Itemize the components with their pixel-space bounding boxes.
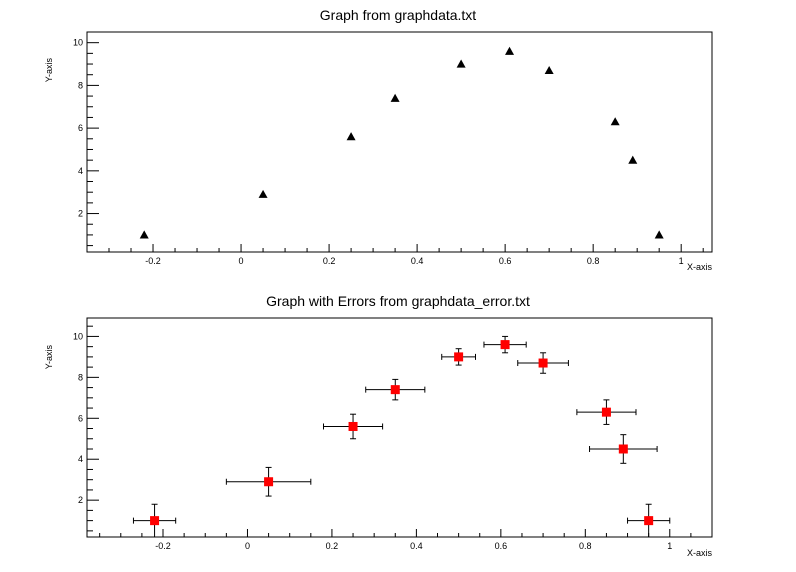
data-point — [258, 189, 268, 198]
y-axis-label: Y-axis — [44, 58, 54, 83]
data-point — [456, 59, 466, 68]
x-tick-label: 1 — [667, 541, 672, 551]
y-tick-label: 8 — [78, 80, 83, 90]
data-point — [654, 230, 664, 239]
x-axis-label: X-axis — [687, 262, 713, 272]
y-tick-label: 4 — [78, 454, 83, 464]
chart-title: Graph with Errors from graphdata_error.t… — [266, 293, 530, 309]
data-point — [601, 407, 611, 417]
x-tick-label: 1 — [679, 256, 684, 266]
x-tick-label: -0.2 — [155, 541, 171, 551]
x-tick-label: 0.4 — [410, 541, 423, 551]
x-tick-label: 0.4 — [411, 256, 424, 266]
y-tick-label: 6 — [78, 123, 83, 133]
data-points — [139, 46, 664, 239]
data-point — [390, 93, 400, 102]
x-tick-label: 0.8 — [579, 541, 592, 551]
x-tick-label: 0.2 — [323, 256, 336, 266]
x-tick-label: 0.6 — [499, 256, 512, 266]
y-tick-label: 4 — [78, 166, 83, 176]
data-point — [505, 46, 515, 55]
data-point — [628, 155, 638, 164]
x-axis-label: X-axis — [687, 548, 713, 558]
data-points — [132, 335, 671, 538]
x-tick-label: 0.6 — [495, 541, 508, 551]
chart-panel-bottom: Graph with Errors from graphdata_error.t… — [44, 293, 713, 558]
x-tick-label: -0.2 — [145, 256, 161, 266]
data-point — [150, 516, 160, 526]
y-tick-label: 6 — [78, 413, 83, 423]
x-tick-label: 0 — [239, 256, 244, 266]
plot-frame — [86, 31, 713, 253]
data-point — [610, 117, 620, 126]
axis-ticks: -0.2 0 0.2 0.4 0.6 0.8 1 2 4 6 8 10 — [73, 325, 713, 551]
x-tick-label: 0 — [245, 541, 250, 551]
x-tick-label: 0.8 — [587, 256, 600, 266]
chart-panel-top: Graph from graphdata.txt Y-axis X-axis -… — [44, 7, 713, 272]
y-tick-label: 10 — [73, 38, 83, 48]
data-point — [348, 421, 358, 431]
data-point — [139, 230, 149, 239]
data-point — [500, 340, 510, 350]
chart-title: Graph from graphdata.txt — [320, 7, 477, 23]
data-point — [390, 385, 400, 395]
data-point — [454, 352, 464, 362]
data-point — [644, 516, 654, 526]
y-tick-label: 2 — [78, 495, 83, 505]
axis-ticks: -0.2 0 0.2 0.4 0.6 0.8 1 2 4 6 8 10 — [73, 31, 704, 266]
y-axis-label: Y-axis — [44, 345, 54, 370]
data-point — [618, 444, 628, 454]
y-tick-label: 8 — [78, 372, 83, 382]
plot-frame — [86, 317, 713, 538]
data-point — [346, 132, 356, 141]
data-point — [544, 65, 554, 75]
data-point — [538, 358, 548, 368]
y-tick-label: 10 — [73, 331, 83, 341]
y-tick-label: 2 — [78, 209, 83, 219]
data-point — [264, 477, 274, 487]
x-tick-label: 0.2 — [326, 541, 339, 551]
